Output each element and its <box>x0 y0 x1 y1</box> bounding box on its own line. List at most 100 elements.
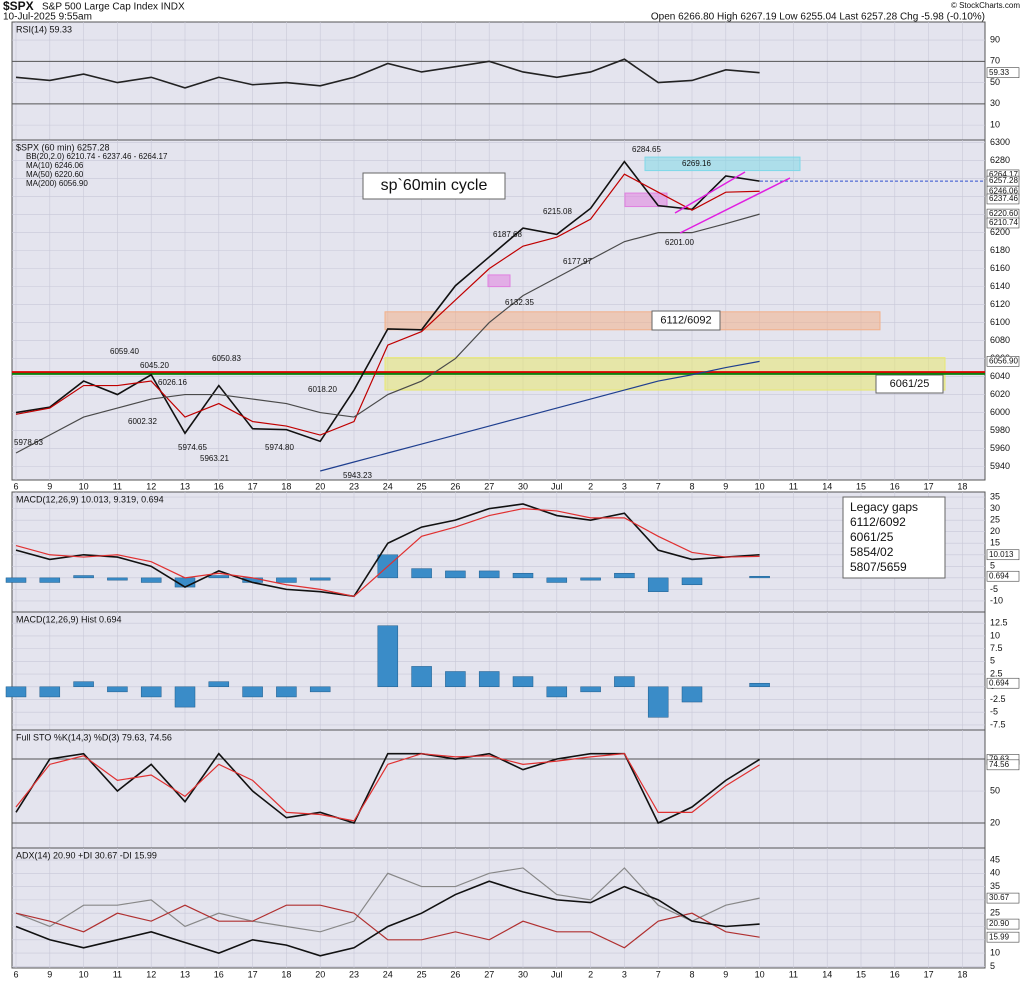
y-tick-label: 6200 <box>990 227 1010 237</box>
y-tick-label: 35 <box>990 491 1000 501</box>
price-annotation: 5943.23 <box>343 471 372 480</box>
histogram-bar <box>546 686 568 698</box>
histogram-bar <box>411 666 432 688</box>
y-tick-label: 5 <box>990 961 995 971</box>
value-tag: 79.63 <box>989 755 1010 764</box>
price-annotation: 6026.16 <box>158 378 187 387</box>
value-tag: 6264.17 <box>989 170 1018 179</box>
x-tick-label: 17 <box>924 969 934 979</box>
x-tick-label: 11 <box>113 481 122 491</box>
y-tick-label: 15 <box>990 538 1000 548</box>
y-tick-label: 50 <box>990 785 1000 795</box>
x-tick-label: 10 <box>755 969 765 979</box>
x-tick-label: 6 <box>13 969 18 979</box>
gap-zone <box>624 192 668 208</box>
y-tick-label: -10 <box>990 595 1003 605</box>
x-tick-label: 14 <box>822 969 832 979</box>
note: sp`60min cycle <box>381 177 488 194</box>
y-tick-label: 5960 <box>990 443 1010 453</box>
y-tick-label: 10 <box>990 947 1000 957</box>
price-annotation: 6215.08 <box>543 207 572 216</box>
value-tag-box <box>986 356 1020 367</box>
info-box-title: Legacy gaps <box>850 500 918 514</box>
value-tag: 6210.74 <box>989 218 1018 227</box>
x-tick-label: 30 <box>518 481 528 491</box>
y-tick-label: 5980 <box>990 425 1010 435</box>
x-tick-label: 3 <box>622 481 627 491</box>
y-tick-label: 90 <box>990 34 1000 44</box>
x-tick-label: 16 <box>890 481 900 491</box>
x-tick-label: 14 <box>822 481 832 491</box>
channel-line <box>679 177 791 234</box>
note-box <box>362 172 506 200</box>
histogram-bar <box>140 577 162 583</box>
legend-entry: MA(10) 6246.06 <box>26 161 84 170</box>
x-tick-label: 24 <box>383 481 393 491</box>
y-tick-label: 6140 <box>990 281 1010 291</box>
y-tick-label: 30 <box>990 98 1000 108</box>
gap-zone <box>644 156 801 172</box>
y-tick-label: -5 <box>990 584 998 594</box>
zone-label: 6112/6092 <box>660 314 711 326</box>
price-annotation: 6177.97 <box>563 257 592 266</box>
histogram-bar <box>242 686 263 698</box>
price-annotation: 5963.21 <box>200 454 229 463</box>
series-line <box>15 867 760 933</box>
price-annotation: 5978.63 <box>14 438 43 447</box>
x-tick-label: 25 <box>417 481 427 491</box>
histogram-bar <box>512 676 534 688</box>
info-box <box>842 496 946 579</box>
x-tick-label: 20 <box>315 969 325 979</box>
value-tag-box <box>986 67 1020 78</box>
x-tick-label: Jul <box>551 481 563 491</box>
info-box-line: 5854/02 <box>850 545 894 559</box>
panel-title: Full STO %K(14,3) %D(3) 79.63, 74.56 <box>16 732 172 742</box>
panel <box>11 21 986 141</box>
price-annotation: 6284.65 <box>632 145 661 154</box>
channel-line <box>674 171 746 214</box>
y-tick-label: -7.5 <box>990 719 1006 729</box>
value-tag: 6237.46 <box>989 194 1018 203</box>
y-tick-label: 5940 <box>990 461 1010 471</box>
y-tick-label: 50 <box>990 77 1000 87</box>
y-tick-label: 6080 <box>990 335 1010 345</box>
histogram-bar <box>580 577 601 581</box>
x-tick-label: 10 <box>79 481 89 491</box>
y-tick-label: 20 <box>990 817 1000 827</box>
value-tag: 0.694 <box>989 678 1010 687</box>
x-tick-label: 27 <box>484 969 494 979</box>
x-tick-label: 7 <box>656 481 661 491</box>
x-tick-label: 18 <box>281 969 291 979</box>
series-line <box>15 904 760 949</box>
x-tick-label: Jul <box>551 969 563 979</box>
y-tick-label: 25 <box>990 515 1000 525</box>
series-line <box>15 58 760 89</box>
histogram-bar <box>208 681 230 688</box>
series-line <box>15 880 760 957</box>
series-line <box>15 753 760 822</box>
price-annotation: 6045.20 <box>140 361 169 370</box>
value-tag: 10.013 <box>989 550 1014 559</box>
x-tick-label: 18 <box>957 969 967 979</box>
panel-title: MACD(12,26,9) 10.013, 9.319, 0.694 <box>16 494 164 504</box>
y-tick-label: -5 <box>990 707 998 717</box>
value-tag-box <box>986 549 1020 561</box>
y-tick-label: 5 <box>990 656 995 666</box>
y-tick-label: 5 <box>990 561 995 571</box>
y-tick-label: 10 <box>990 630 1000 640</box>
y-tick-label: 6280 <box>990 155 1010 165</box>
series-line <box>15 160 760 443</box>
histogram-bar <box>73 681 94 688</box>
y-tick-label: 6000 <box>990 407 1010 417</box>
x-tick-label: 6 <box>13 481 18 491</box>
y-tick-label: 6160 <box>990 263 1010 273</box>
histogram-bar <box>276 686 297 698</box>
histogram-bar <box>749 575 770 579</box>
y-tick-label: 30 <box>990 503 1000 513</box>
histogram-bar <box>39 686 61 698</box>
x-tick-label: 12 <box>146 969 156 979</box>
histogram-bar <box>174 686 196 708</box>
histogram-bar <box>445 570 466 579</box>
histogram-bar <box>5 577 27 583</box>
y-tick-label: 70 <box>990 56 1000 66</box>
